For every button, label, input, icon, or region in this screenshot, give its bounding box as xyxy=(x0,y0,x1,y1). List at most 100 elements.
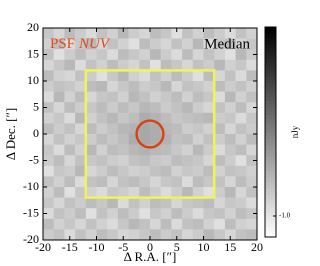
cell xyxy=(192,28,204,39)
cell xyxy=(214,102,226,114)
cell xyxy=(64,81,76,92)
cell xyxy=(117,229,129,241)
colorbar-step xyxy=(265,135,276,140)
cell xyxy=(75,187,87,198)
cell xyxy=(150,155,161,167)
cell xyxy=(139,187,151,198)
cell xyxy=(117,187,129,198)
cell xyxy=(64,208,76,220)
colorbar-step xyxy=(265,55,276,59)
cell xyxy=(192,134,204,145)
cell xyxy=(171,28,183,39)
cell xyxy=(182,28,194,39)
cell xyxy=(203,197,215,209)
cell xyxy=(203,134,215,145)
cell xyxy=(246,112,258,124)
cell xyxy=(53,112,65,124)
cell xyxy=(160,165,172,177)
cell xyxy=(75,229,87,241)
x-tick-label: 0 xyxy=(147,240,153,254)
cell xyxy=(235,112,247,124)
stat-label: Median xyxy=(204,36,250,52)
y-tick-label: 20 xyxy=(27,20,39,34)
cell xyxy=(235,91,247,103)
cell xyxy=(64,38,76,50)
band-label: PSF NUV xyxy=(50,36,111,52)
cell xyxy=(160,187,172,198)
cell xyxy=(128,123,140,135)
cell xyxy=(171,81,183,92)
cell xyxy=(107,218,119,230)
cell xyxy=(75,155,87,167)
cell xyxy=(235,134,247,145)
cell xyxy=(107,28,119,39)
y-tick-label: -5 xyxy=(29,152,39,166)
cell xyxy=(117,59,129,71)
cell xyxy=(203,91,215,103)
cell xyxy=(85,112,97,124)
cell xyxy=(64,165,76,177)
cell xyxy=(107,49,119,61)
cell xyxy=(246,70,258,82)
cell xyxy=(224,208,236,220)
cell xyxy=(182,59,194,71)
cell xyxy=(182,165,194,177)
cell xyxy=(128,81,140,92)
cell xyxy=(171,123,183,135)
cell xyxy=(64,187,76,198)
cell xyxy=(171,197,183,209)
x-tick-label: -5 xyxy=(118,240,128,254)
cell xyxy=(171,112,183,124)
cell xyxy=(150,134,161,145)
cell xyxy=(85,28,97,39)
colorbar-step xyxy=(265,174,276,178)
cell xyxy=(139,59,151,71)
cell xyxy=(43,123,54,135)
x-axis-label: Δ R.A. [″] xyxy=(124,249,177,264)
cell xyxy=(160,197,172,209)
cell xyxy=(96,155,108,167)
cell xyxy=(85,165,97,177)
cell xyxy=(214,155,226,167)
colorbar-step xyxy=(265,223,276,227)
colorbar-step xyxy=(265,205,276,210)
cell xyxy=(85,176,97,188)
cell xyxy=(139,218,151,230)
cell xyxy=(235,165,247,177)
cell xyxy=(235,59,247,71)
cell xyxy=(85,81,97,92)
cell xyxy=(182,91,194,103)
cell xyxy=(182,197,194,209)
cell xyxy=(85,59,97,71)
cell xyxy=(171,134,183,145)
cell xyxy=(64,70,76,82)
colorbar-step xyxy=(265,195,276,199)
overlay xyxy=(84,69,216,199)
colorbar-step xyxy=(265,83,276,87)
cell xyxy=(64,218,76,230)
cell xyxy=(214,70,226,82)
cell xyxy=(85,208,97,220)
colorbar-step xyxy=(265,160,276,164)
cell xyxy=(214,197,226,209)
cell xyxy=(224,102,236,114)
cell xyxy=(150,123,161,135)
cell xyxy=(203,155,215,167)
cell xyxy=(214,134,226,145)
cell xyxy=(64,176,76,188)
y-tick-label: -15 xyxy=(23,205,39,219)
cell xyxy=(43,229,54,241)
cell xyxy=(150,187,161,198)
colorbar-step xyxy=(265,233,276,238)
cell xyxy=(75,134,87,145)
cell xyxy=(235,38,247,50)
cell xyxy=(53,28,65,39)
cell xyxy=(171,187,183,198)
colorbar-step xyxy=(265,90,276,94)
cell xyxy=(107,134,119,145)
colorbar-step xyxy=(265,153,276,157)
cell xyxy=(128,165,140,177)
cell xyxy=(171,229,183,241)
cell xyxy=(128,91,140,103)
cell xyxy=(182,134,194,145)
